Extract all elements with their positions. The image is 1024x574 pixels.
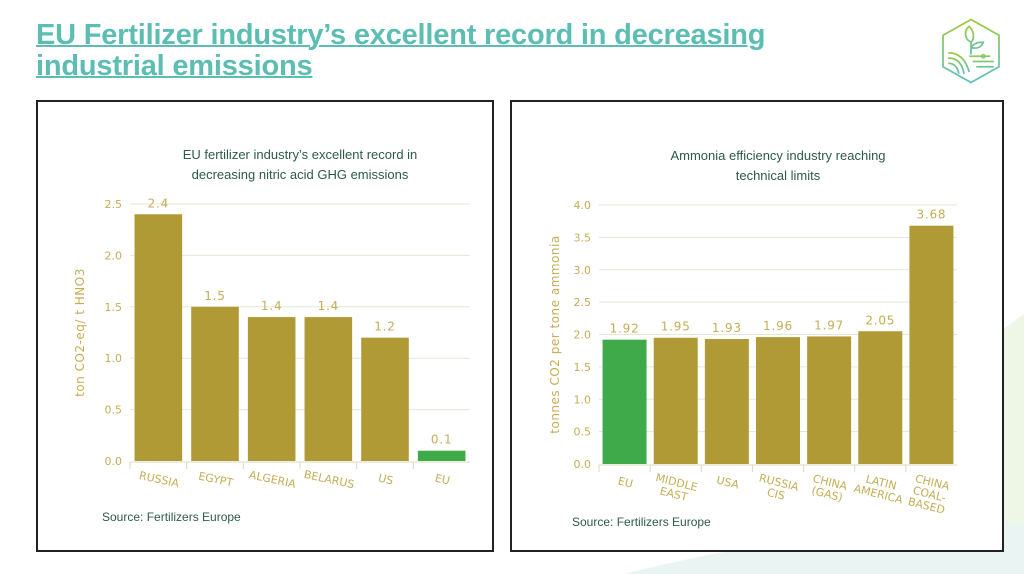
y-tick-label: 1.0 — [574, 393, 592, 406]
y-tick-label: 1.5 — [574, 361, 592, 374]
bar-belarus — [304, 317, 353, 461]
nitric-acid-chart-panel: EU fertilizer industry’s excellent recor… — [36, 100, 494, 552]
data-label: 1.2 — [374, 320, 395, 334]
bar-china-gas- — [807, 336, 852, 464]
y-tick-label: 0.5 — [574, 426, 592, 439]
title-line-1: EU Fertilizer industry’s excellent recor… — [36, 19, 766, 51]
data-label: 2.05 — [865, 313, 895, 327]
bar-latin-america — [858, 331, 903, 464]
bar-middle-east — [653, 337, 698, 464]
data-label: 2.4 — [148, 196, 169, 210]
bar-china-coal-based — [909, 225, 954, 464]
y-tick-label: 0.0 — [574, 458, 592, 471]
data-label: 1.5 — [204, 289, 225, 303]
ammonia-chart-panel: Ammonia efficiency industry reaching tech… — [510, 100, 1004, 552]
chart-title-line-1: EU fertilizer industry’s excellent recor… — [183, 147, 418, 162]
y-tick-label: 2.0 — [574, 329, 592, 342]
x-tick-label: EU — [617, 474, 635, 490]
y-tick-label: 3.0 — [574, 264, 592, 277]
data-label: 1.92 — [610, 322, 640, 336]
x-tick-label: US — [377, 472, 394, 488]
y-tick-label: 0.5 — [105, 404, 123, 417]
y-axis-label: tonnes CO2 per tone ammonia — [548, 235, 562, 433]
data-label: 3.68 — [916, 208, 946, 222]
x-tick-label: RUSSIA — [138, 469, 181, 490]
title-line-2: industrial emissions — [36, 50, 313, 82]
data-label: 1.95 — [661, 320, 691, 334]
data-label: 1.93 — [712, 321, 742, 335]
y-tick-label: 4.0 — [574, 199, 592, 212]
y-tick-label: 2.5 — [574, 296, 592, 309]
x-tick-label: ALGERIA — [248, 468, 298, 491]
source-note: Source: Fertilizers Europe — [572, 515, 711, 529]
x-tick-label: EU — [434, 472, 451, 488]
data-label: 1.97 — [814, 318, 844, 332]
y-tick-label: 2.0 — [105, 249, 123, 262]
data-label: 1.4 — [318, 299, 339, 313]
leaf-field-hexagon-logo — [942, 18, 1000, 84]
x-tick-label: CIS — [766, 486, 787, 503]
page-title: EU Fertilizer industry’s excellent recor… — [36, 20, 765, 82]
ammonia-chart: Ammonia efficiency industry reaching tech… — [548, 148, 957, 529]
y-tick-label: 2.5 — [105, 198, 123, 211]
y-tick-label: 3.5 — [574, 231, 592, 244]
y-tick-label: 0.0 — [105, 455, 123, 468]
y-tick-label: 1.0 — [105, 352, 123, 365]
source-note: Source: Fertilizers Europe — [102, 510, 241, 524]
x-tick-label: EGYPT — [197, 470, 234, 490]
bar-algeria — [247, 317, 296, 461]
data-label: 1.4 — [261, 299, 282, 313]
y-tick-label: 1.5 — [105, 301, 123, 314]
chart-title-line-2: technical limits — [736, 168, 821, 183]
data-label: 0.1 — [431, 433, 452, 447]
bar-us — [361, 337, 409, 461]
bar-egypt — [191, 306, 239, 461]
data-label: 1.96 — [763, 319, 793, 333]
x-tick-label: BELARUS — [303, 468, 356, 491]
bar-eu — [602, 339, 647, 464]
nitric-acid-chart: EU fertilizer industry’s excellent recor… — [73, 147, 470, 524]
chart-title-line-1: Ammonia efficiency industry reaching — [670, 148, 885, 163]
bar-usa — [704, 339, 749, 464]
bar-russia-cis — [756, 337, 800, 464]
y-axis-label: ton CO2-eq/ t HNO3 — [73, 268, 87, 397]
chart-title-line-2: decreasing nitric acid GHG emissions — [192, 167, 409, 182]
bar-eu — [417, 450, 466, 461]
x-tick-label: USA — [715, 474, 741, 492]
bar-russia — [134, 214, 183, 461]
